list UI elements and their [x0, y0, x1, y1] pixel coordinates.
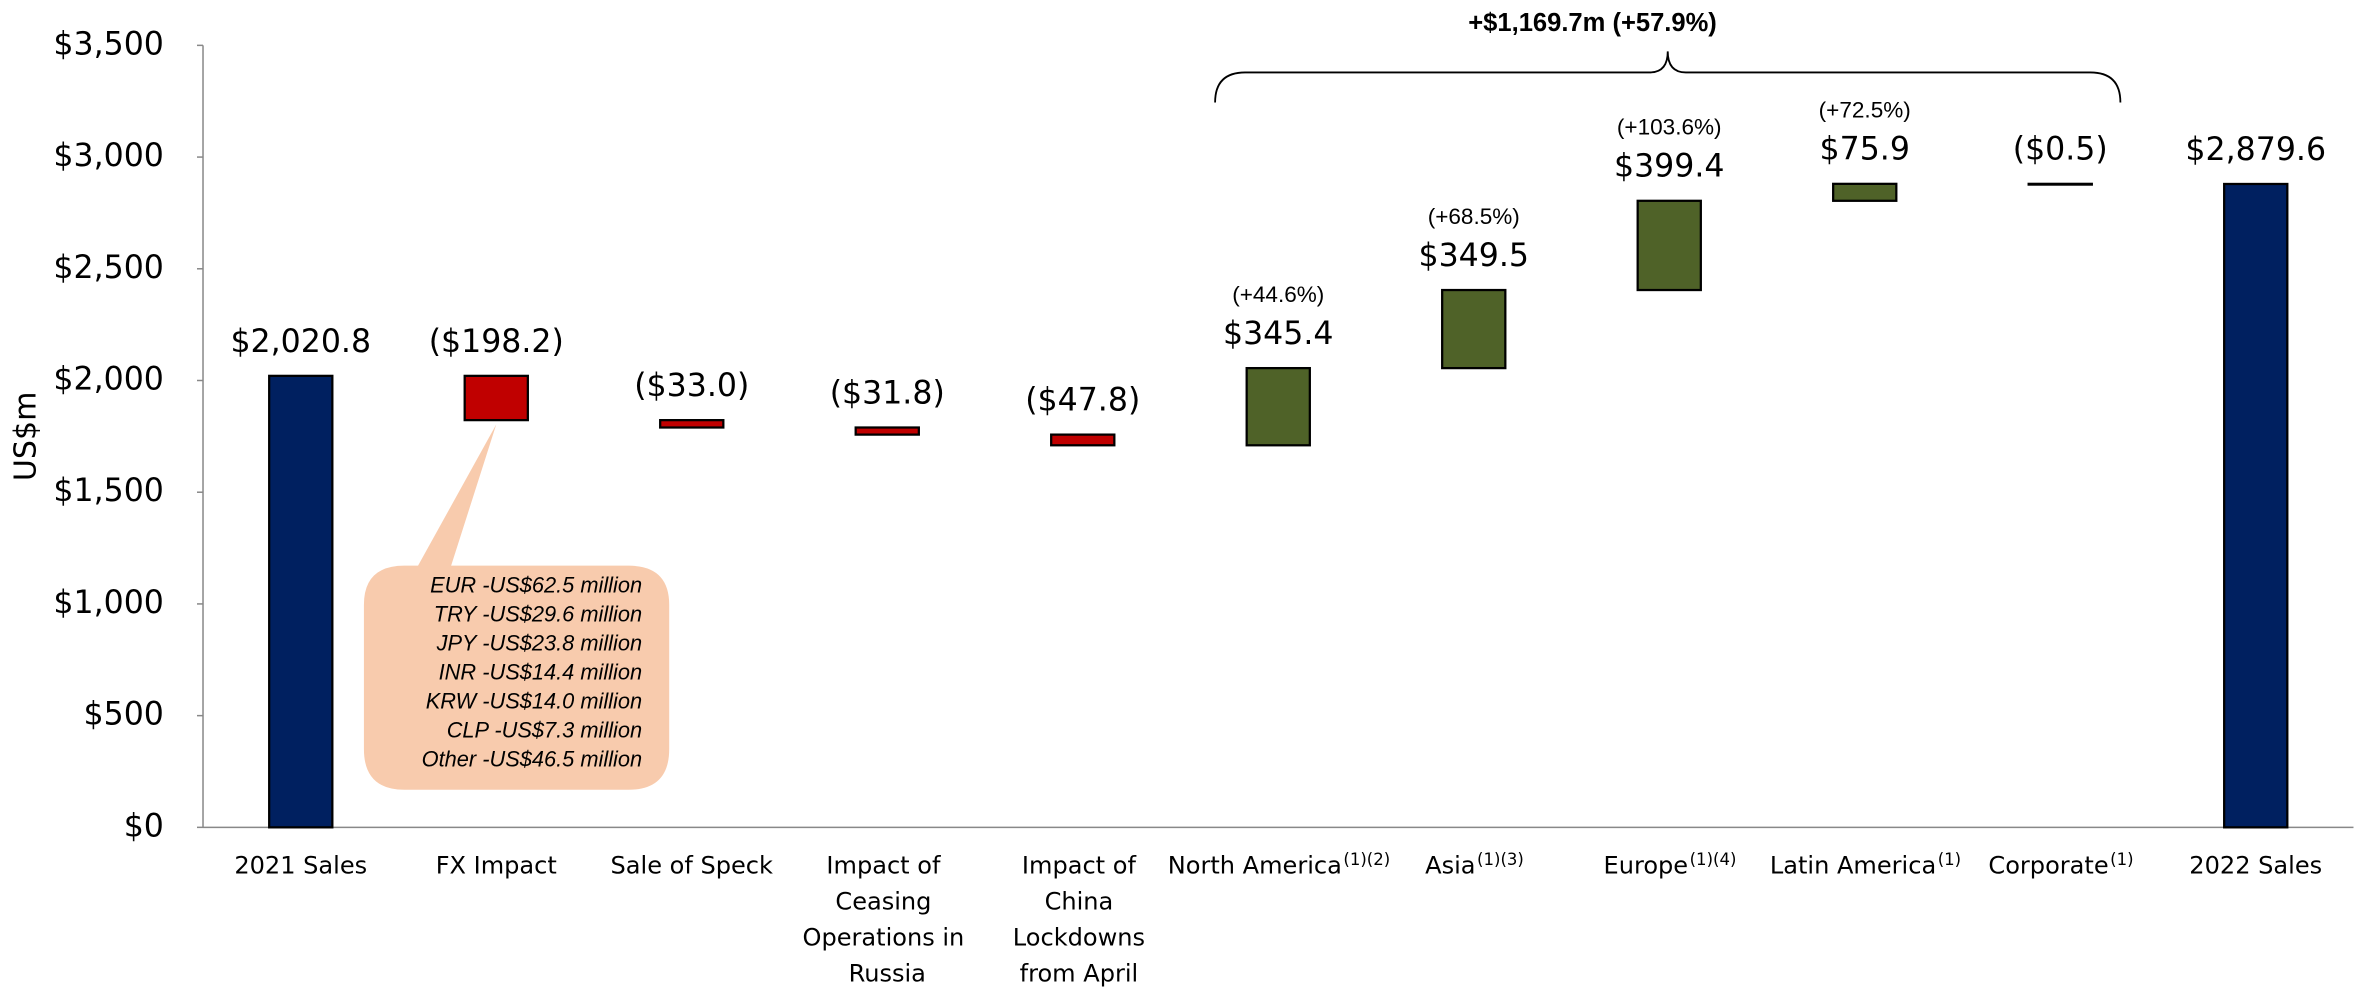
callout-box — [363, 424, 670, 790]
value-label: ($47.8) — [1025, 383, 1140, 419]
x-tick-label: Corporate — [1988, 851, 2108, 879]
category-note: (1)(2) — [1343, 850, 1390, 869]
percent-label: (+68.5%) — [1428, 204, 1520, 229]
y-tick-label: $2,500 — [53, 250, 164, 286]
callout-line: EUR -US$62.5 million — [430, 573, 642, 598]
bar — [1050, 433, 1116, 447]
y-tick-label: $1,500 — [53, 473, 164, 509]
value-label: ($198.2) — [429, 324, 564, 360]
value-label: ($0.5) — [2013, 132, 2108, 168]
callout-line: JPY -US$23.8 million — [436, 631, 643, 656]
bar — [1441, 288, 1507, 370]
x-tick-label: Impact of Ceasing Operations in Russia — [803, 851, 972, 987]
callout-line: KRW -US$14.0 million — [426, 689, 642, 714]
category-note: (1)(4) — [1690, 850, 1737, 869]
x-tick-label: North America — [1168, 851, 1342, 879]
y-tick-label: $500 — [84, 697, 164, 733]
y-tick-label: $3,000 — [53, 138, 164, 174]
value-label: $75.9 — [1820, 132, 1910, 168]
category-note: (1) — [1938, 850, 1961, 869]
x-tick-label: Impact of China Lockdowns from April Onw… — [1013, 851, 1153, 987]
value-label: $2,879.6 — [2185, 132, 2326, 168]
bar — [268, 374, 334, 829]
percent-label: (+72.5%) — [1819, 98, 1911, 123]
bar — [659, 419, 725, 429]
value-label: ($33.0) — [634, 368, 749, 404]
category-note: (1)(3) — [1477, 850, 1524, 869]
callout-line: Other -US$46.5 million — [422, 747, 642, 772]
y-tick-label: $3,500 — [53, 26, 164, 62]
value-label: $345.4 — [1223, 316, 1334, 352]
x-tick-label: Europe — [1604, 851, 1689, 879]
bar — [2027, 182, 2093, 186]
percent-label: (+103.6%) — [1617, 115, 1722, 140]
x-tick-label: 2022 Sales — [2189, 851, 2322, 879]
value-label: $399.4 — [1614, 149, 1725, 185]
bar — [854, 426, 920, 436]
bar — [463, 374, 529, 422]
value-label: ($31.8) — [830, 375, 945, 411]
x-tick-label: Sale of Speck — [611, 851, 773, 879]
y-tick-label: $2,000 — [53, 361, 164, 397]
bracket-label: +$1,169.7m (+57.9%) — [1468, 9, 1717, 37]
value-label: $2,020.8 — [230, 324, 371, 360]
bar — [1636, 199, 1702, 292]
x-tick-label: Asia — [1425, 851, 1475, 879]
callout-line: INR -US$14.4 million — [439, 660, 643, 685]
callout-line: CLP -US$7.3 million — [447, 718, 642, 743]
bar — [1832, 182, 1898, 202]
value-label: $349.5 — [1419, 238, 1530, 274]
category-note: (1) — [2110, 850, 2133, 869]
x-tick-label: Latin America — [1770, 851, 1936, 879]
percent-label: (+44.6%) — [1232, 282, 1324, 307]
y-tick-label: $0 — [124, 808, 164, 844]
y-axis-label: US$m — [9, 392, 44, 481]
x-tick-label: FX Impact — [436, 851, 557, 879]
y-tick-label: $1,000 — [53, 585, 164, 621]
bar — [2223, 182, 2289, 829]
bar — [1245, 366, 1311, 447]
bracket — [1214, 51, 2122, 103]
callout-line: TRY -US$29.6 million — [434, 602, 642, 627]
x-tick-label: 2021 Sales — [234, 851, 367, 879]
